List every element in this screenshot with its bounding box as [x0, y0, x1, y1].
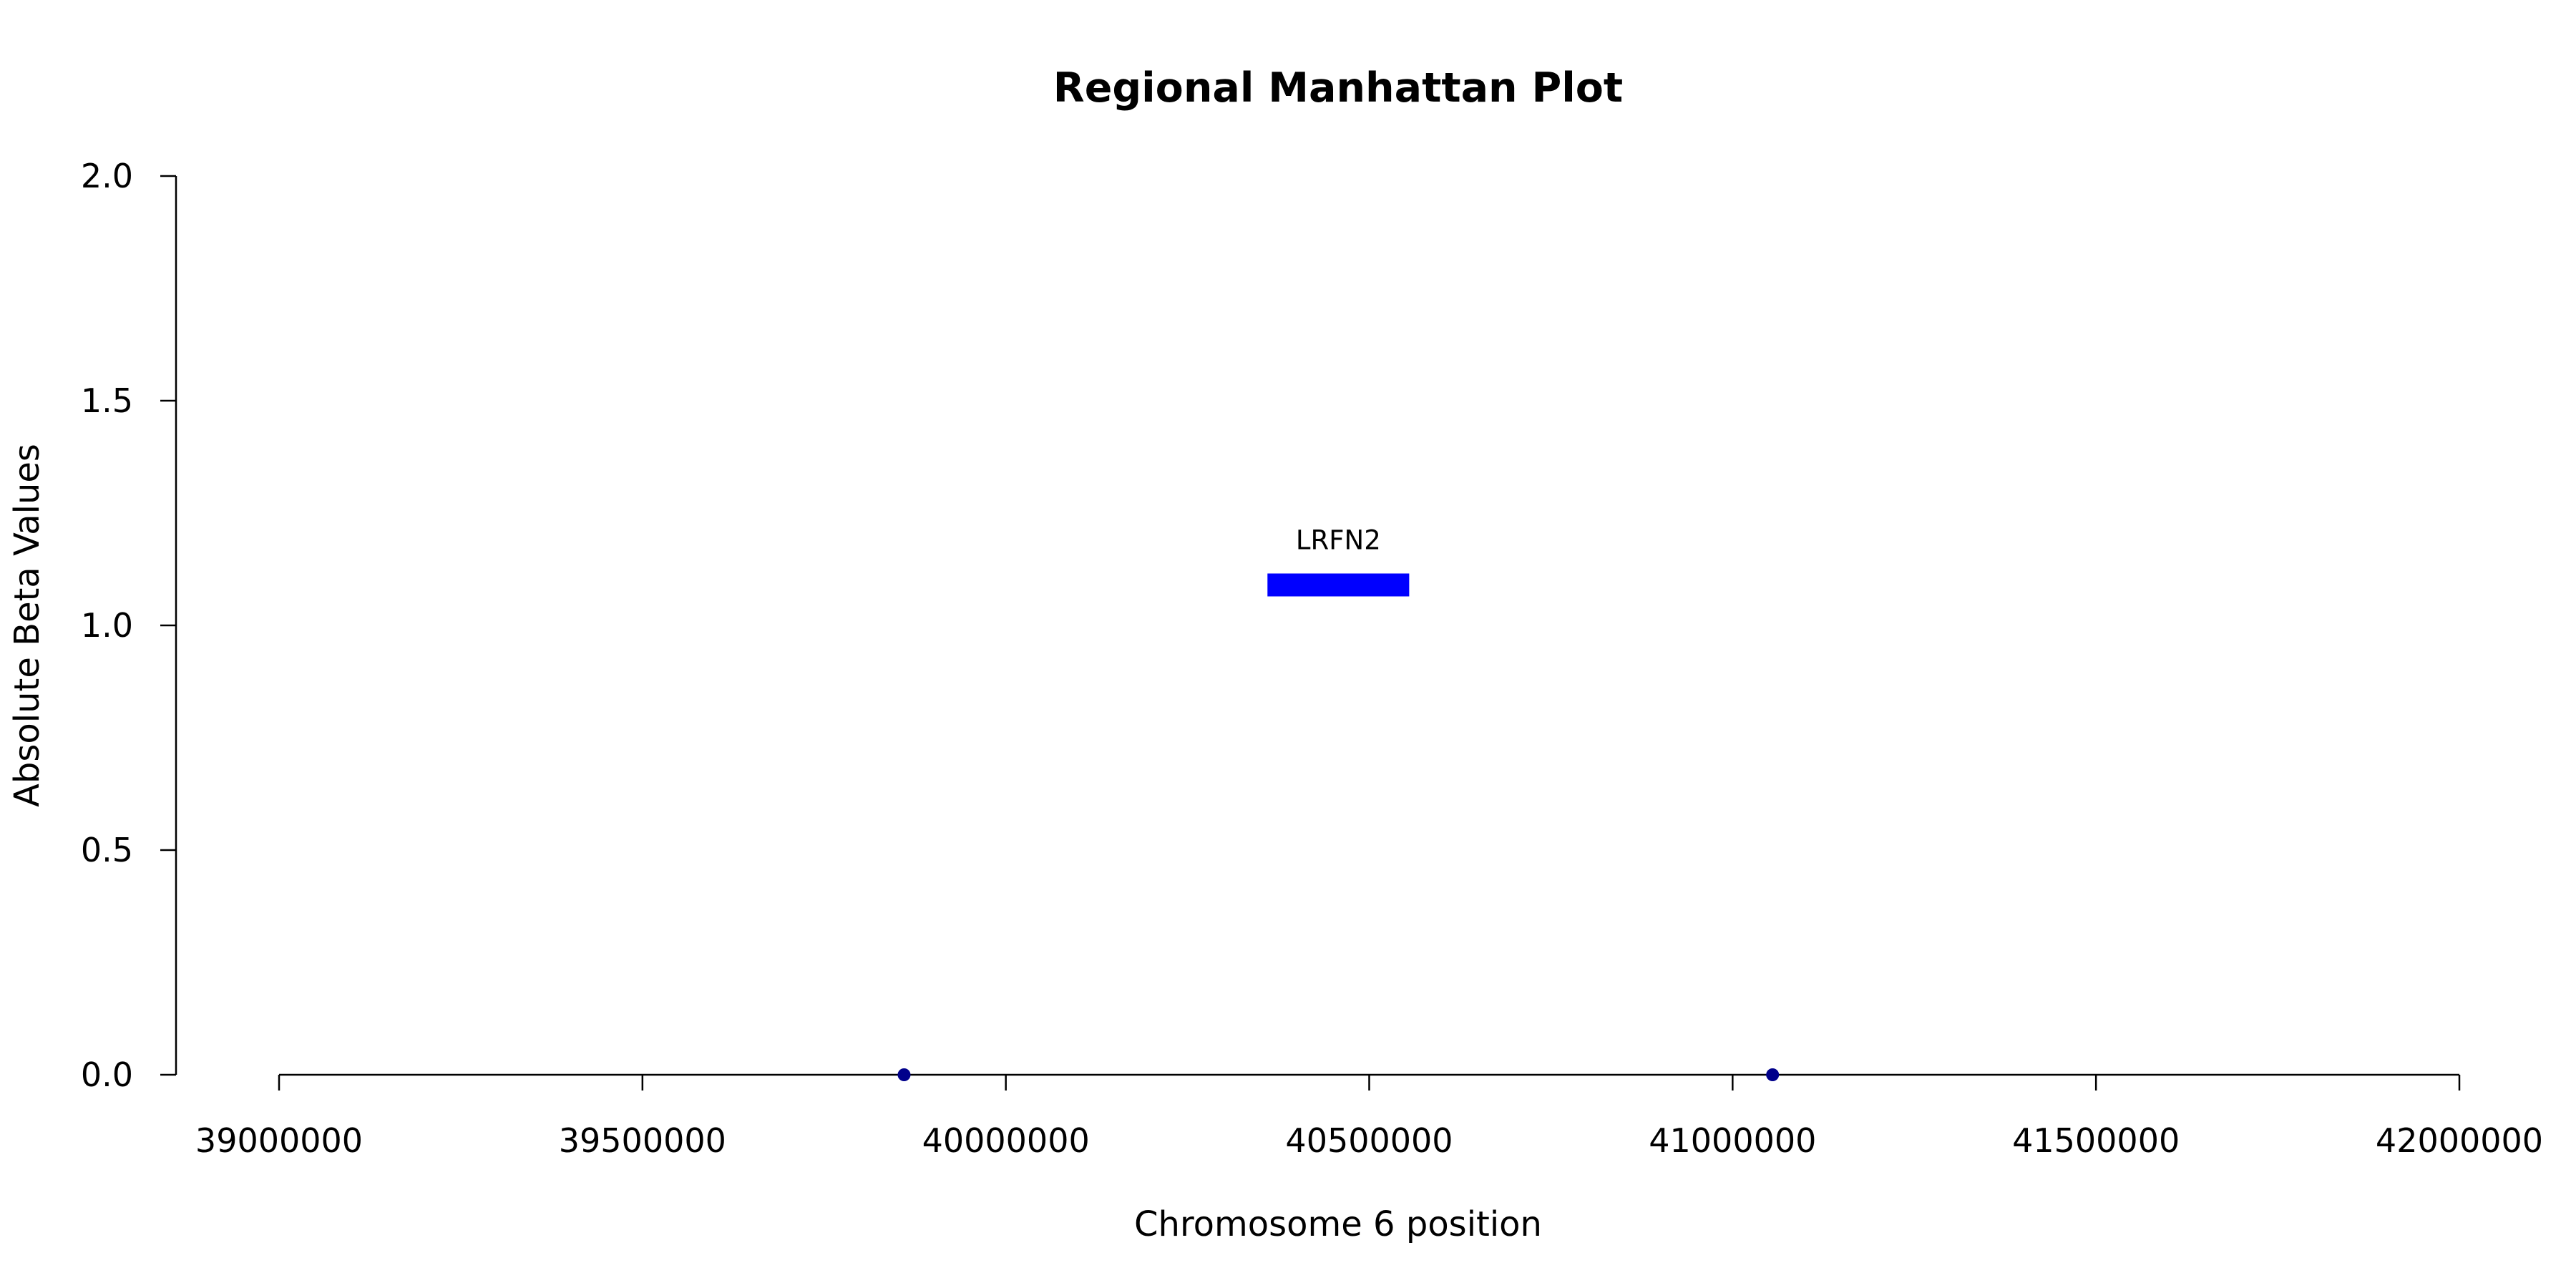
x-tick-label: 40500000 [1285, 1121, 1453, 1160]
y-tick-label: 0.0 [81, 1055, 133, 1094]
data-point [1766, 1068, 1780, 1081]
y-axis-ticks: 0.0 0.5 1.0 1.5 2.0 [81, 157, 176, 1094]
x-tick-label: 41500000 [2012, 1121, 2180, 1160]
x-tick-label: 41000000 [1649, 1121, 1816, 1160]
y-tick-label: 1.0 [81, 606, 133, 645]
x-axis-label: Chromosome 6 position [1134, 1204, 1542, 1244]
x-tick-label: 42000000 [2376, 1121, 2543, 1160]
chart-title: Regional Manhattan Plot [1053, 64, 1623, 112]
y-axis-label: Absolute Beta Values [7, 444, 47, 807]
y-tick-label: 1.5 [81, 381, 133, 420]
data-points [897, 1068, 1780, 1081]
y-tick-label: 0.5 [81, 831, 133, 869]
gene-label: LRFN2 [1296, 525, 1381, 555]
x-axis-ticks: 39000000 39500000 40000000 40500000 41000000… [195, 1075, 2543, 1160]
data-point [897, 1068, 911, 1081]
x-tick-label: 39500000 [559, 1121, 726, 1160]
x-tick-label: 40000000 [922, 1121, 1090, 1160]
gene-track: LRFN2 [1267, 525, 1410, 597]
y-tick-label: 2.0 [81, 157, 133, 195]
gene-bar [1267, 573, 1410, 597]
x-tick-label: 39000000 [195, 1121, 363, 1160]
